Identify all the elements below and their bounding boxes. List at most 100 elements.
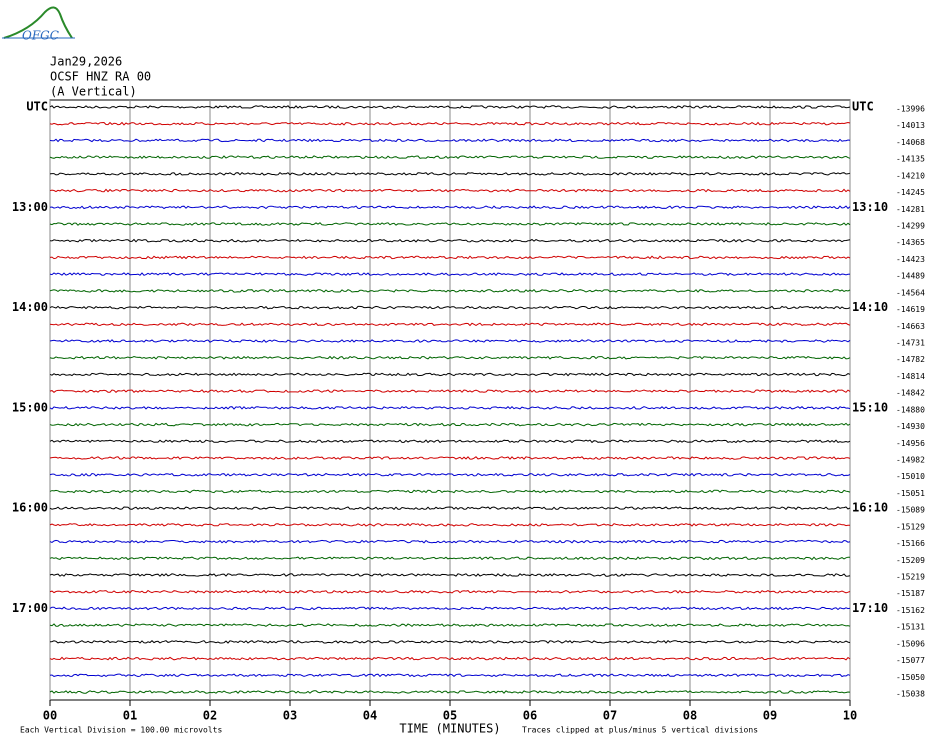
offset-label: -14423 [896, 255, 925, 264]
trace [49, 322, 851, 327]
right-time-label: 16:10 [852, 501, 888, 515]
trace [49, 489, 851, 494]
trace [49, 640, 851, 644]
x-tick-label: 10 [843, 709, 857, 723]
left-time-label: 17:00 [12, 601, 48, 615]
offset-label: -15089 [896, 506, 925, 515]
offset-label: -15129 [896, 522, 925, 531]
trace [49, 456, 851, 460]
offset-label: -15077 [896, 656, 925, 665]
offset-label: -14564 [896, 288, 925, 297]
trace [49, 606, 851, 611]
left-time-label: UTC [26, 100, 48, 114]
trace [49, 138, 851, 143]
offset-label: -14619 [896, 305, 925, 314]
offset-label: -14135 [896, 155, 925, 164]
offset-label: -14982 [896, 456, 925, 465]
trace [49, 422, 851, 427]
offset-label: -14013 [896, 121, 925, 130]
trace [49, 171, 851, 176]
offset-label: -14880 [896, 405, 925, 414]
trace [49, 105, 851, 109]
trace [49, 539, 851, 544]
trace [49, 656, 851, 661]
offset-label: -15096 [896, 639, 925, 648]
offset-label: -15162 [896, 606, 925, 615]
x-tick-label: 04 [363, 709, 377, 723]
date: Jan29,2026 [50, 55, 122, 69]
trace [49, 121, 851, 126]
logo-curve [3, 6, 73, 39]
scale-note: Each Vertical Division = 100.00 microvol… [20, 726, 222, 735]
x-tick-label: 09 [763, 709, 777, 723]
offset-label: -14210 [896, 171, 925, 180]
offset-label: -15051 [896, 489, 925, 498]
x-tick-label: 06 [523, 709, 537, 723]
trace [49, 472, 851, 477]
trace [49, 372, 851, 377]
left-time-label: 14:00 [12, 300, 48, 314]
offset-label: -14842 [896, 389, 925, 398]
station: OCSF HNZ RA 00 [50, 70, 151, 84]
offset-label: -14489 [896, 272, 925, 281]
offset-label: -15050 [896, 673, 925, 682]
trace [49, 222, 851, 226]
offset-label: -14956 [896, 439, 925, 448]
component: (A Vertical) [50, 85, 137, 99]
offset-label: -13996 [896, 105, 925, 114]
left-time-label: 15:00 [12, 400, 48, 414]
offset-label: -14068 [896, 138, 925, 147]
trace [49, 439, 851, 444]
right-time-label: 17:10 [852, 601, 888, 615]
x-tick-label: 07 [603, 709, 617, 723]
offset-label: -14245 [896, 188, 925, 197]
trace [49, 272, 851, 277]
x-axis-label: TIME (MINUTES) [399, 722, 500, 736]
trace [49, 589, 851, 594]
right-time-label: 13:10 [852, 200, 888, 214]
offset-label: -14663 [896, 322, 925, 331]
offset-label: -15219 [896, 573, 925, 582]
offset-label: -14365 [896, 238, 925, 247]
trace [49, 289, 851, 293]
trace [49, 690, 851, 694]
offset-label: -14814 [896, 372, 925, 381]
x-tick-label: 08 [683, 709, 697, 723]
trace [49, 238, 851, 243]
left-time-label: 16:00 [12, 501, 48, 515]
trace [49, 355, 851, 360]
trace [49, 339, 851, 343]
offset-label: -15010 [896, 472, 925, 481]
x-tick-label: 03 [283, 709, 297, 723]
trace [49, 155, 851, 160]
trace [49, 255, 851, 260]
x-tick-label: 05 [443, 709, 457, 723]
x-tick-label: 00 [43, 709, 57, 723]
trace [49, 205, 851, 210]
trace [49, 305, 851, 310]
right-time-label: UTC [852, 100, 874, 114]
offset-label: -15187 [896, 589, 925, 598]
offset-label: -14281 [896, 205, 925, 214]
offset-label: -15166 [896, 539, 925, 548]
trace [49, 389, 851, 394]
trace [49, 673, 851, 678]
offset-label: -15038 [896, 690, 925, 699]
trace [49, 556, 850, 561]
trace [49, 406, 851, 410]
offset-label: -14299 [896, 222, 925, 231]
offset-label: -15131 [896, 623, 925, 632]
x-tick-label: 02 [203, 709, 217, 723]
right-time-label: 15:10 [852, 400, 888, 414]
offset-label: -15209 [896, 556, 925, 565]
logo-text: OFGC [22, 29, 59, 43]
right-time-label: 14:10 [852, 300, 888, 314]
trace [49, 573, 851, 577]
left-time-label: 13:00 [12, 200, 48, 214]
clip-note: Traces clipped at plus/minus 5 vertical … [522, 726, 758, 735]
offset-label: -14731 [896, 339, 925, 348]
trace [49, 506, 851, 510]
offset-label: -14930 [896, 422, 925, 431]
